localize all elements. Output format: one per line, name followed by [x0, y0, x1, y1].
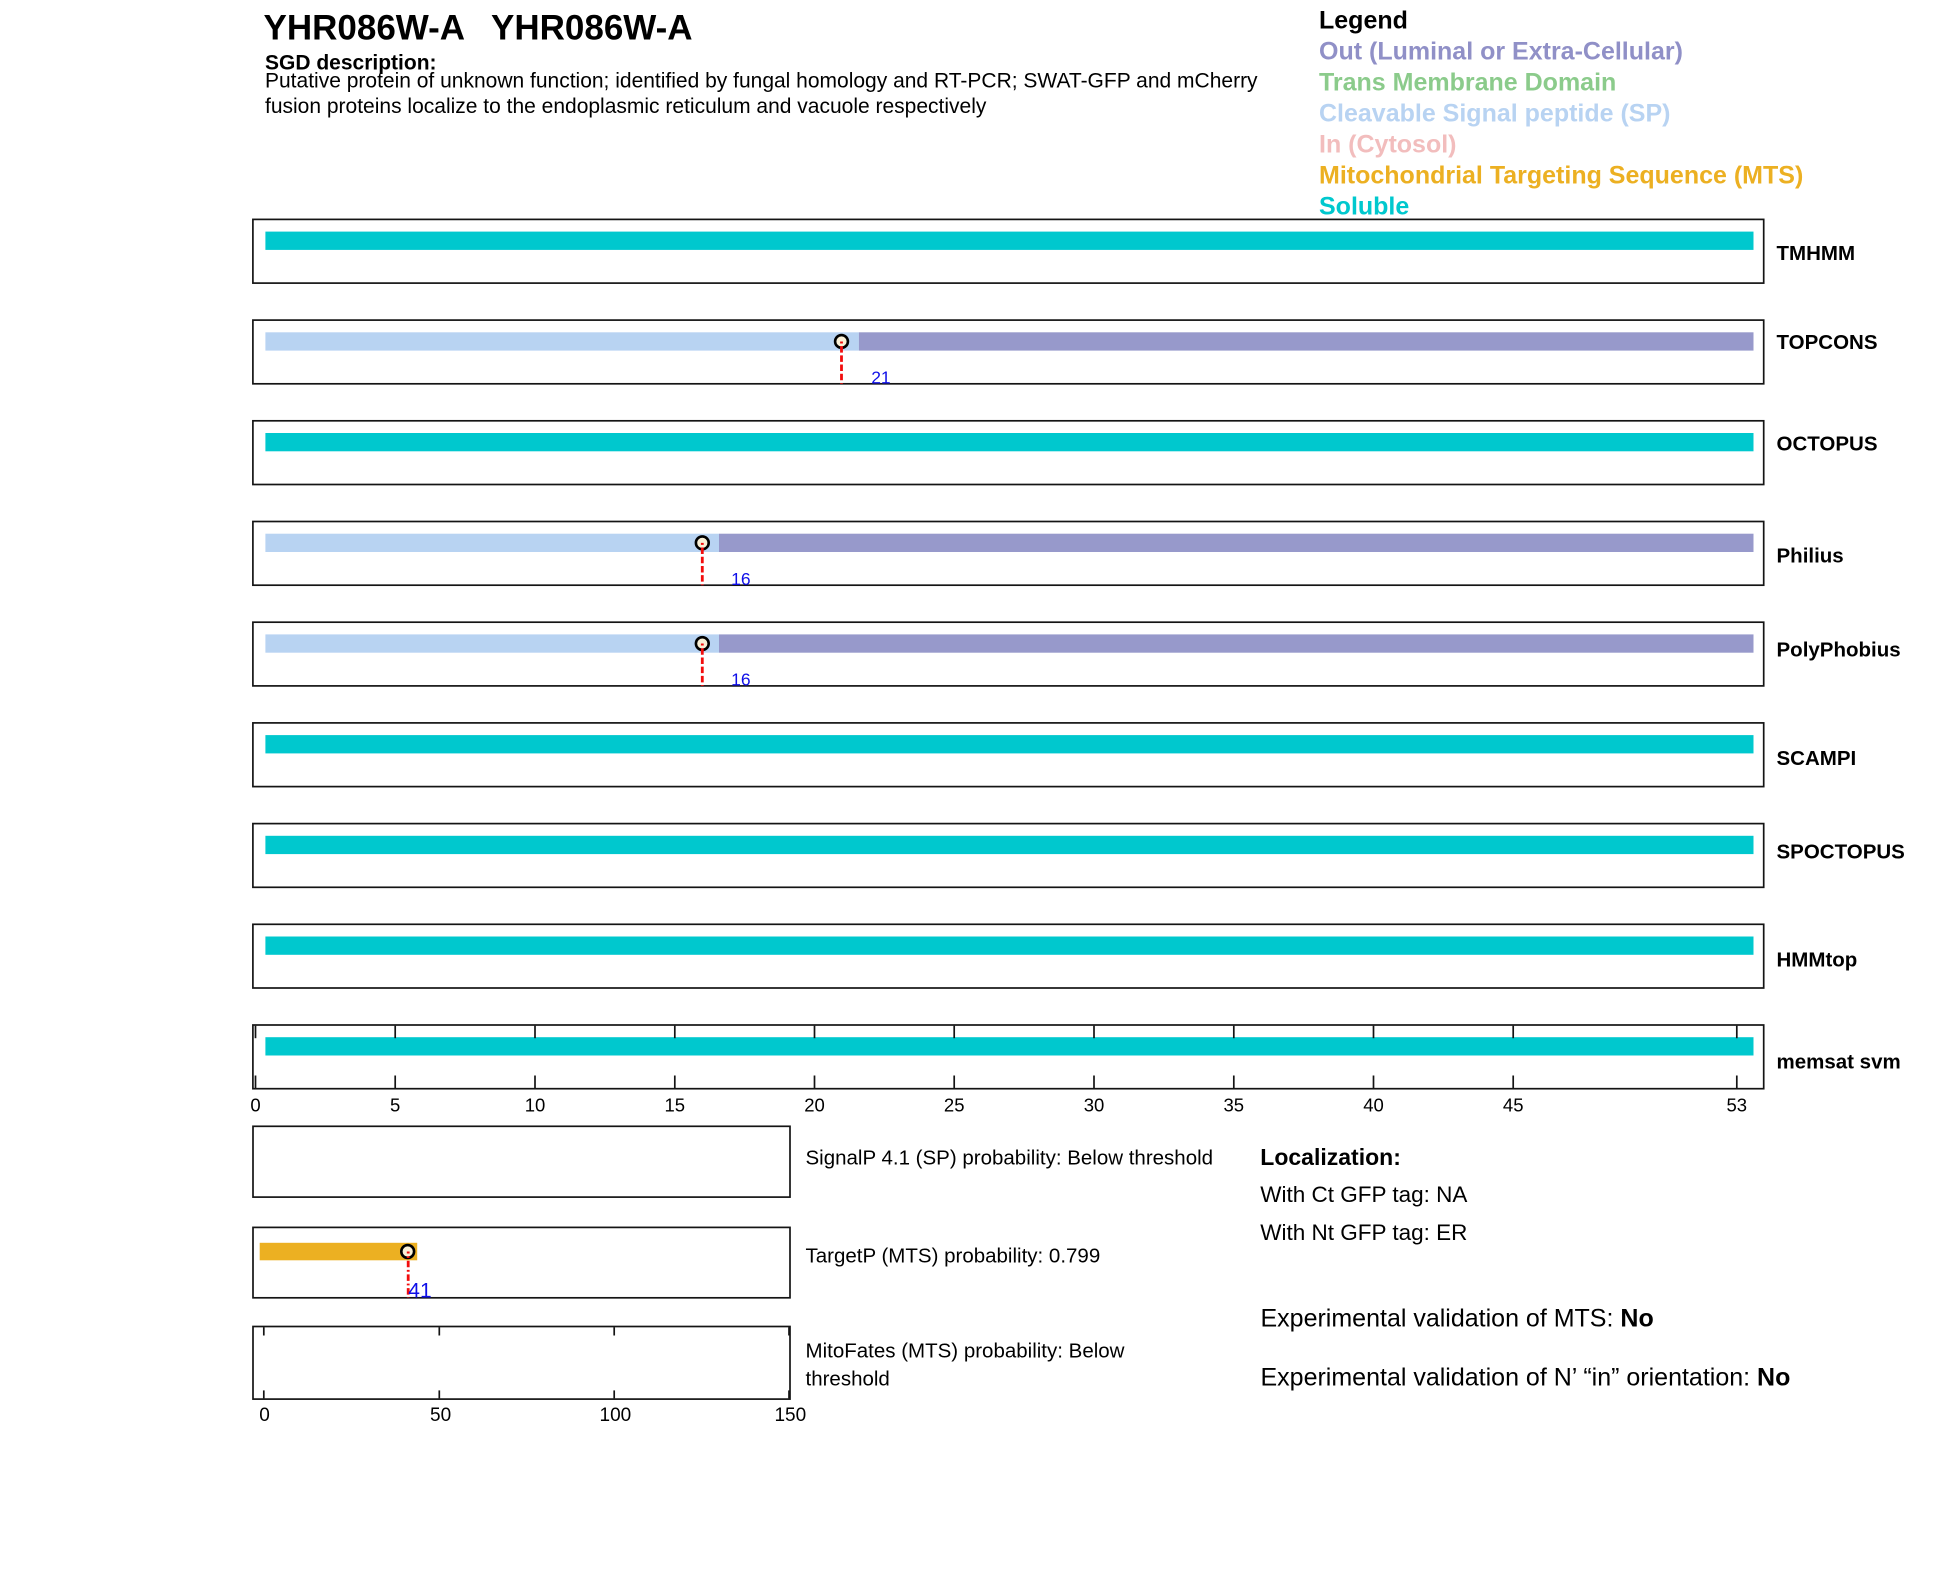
svg-text:50: 50 — [430, 1405, 451, 1426]
svg-text:TOPCONS: TOPCONS — [1777, 331, 1878, 354]
svg-text:21: 21 — [871, 367, 890, 387]
svg-text:memsat svm: memsat svm — [1777, 1051, 1901, 1074]
svg-text:30: 30 — [1084, 1095, 1105, 1116]
svg-text:TargetP (MTS) probability: 0.7: TargetP (MTS) probability: 0.799 — [806, 1245, 1101, 1268]
svg-text:SPOCTOPUS: SPOCTOPUS — [1777, 841, 1905, 864]
svg-text:Mitochondrial Targeting Sequen: Mitochondrial Targeting Sequence (MTS) — [1319, 161, 1803, 189]
svg-text:SignalP 4.1 (SP) probability:: SignalP 4.1 (SP) probability: Below thre… — [806, 1146, 1214, 1169]
svg-text:Cleavable Signal peptide (SP): Cleavable Signal peptide (SP) — [1319, 99, 1670, 127]
svg-text:Localization:: Localization: — [1260, 1144, 1401, 1170]
svg-text:threshold: threshold — [806, 1368, 890, 1391]
svg-text:Experimental validation of MTS: Experimental validation of MTS: No — [1261, 1305, 1654, 1333]
svg-text:53: 53 — [1727, 1095, 1748, 1116]
svg-text:TMHMM: TMHMM — [1777, 242, 1856, 265]
svg-text:With Ct GFP tag: NA: With Ct GFP tag: NA — [1260, 1182, 1467, 1207]
svg-text:Experimental validation of N’: Experimental validation of N’ “in” orien… — [1261, 1363, 1791, 1391]
svg-text:In (Cytosol): In (Cytosol) — [1319, 130, 1457, 158]
svg-text:5: 5 — [390, 1095, 400, 1116]
svg-text:16: 16 — [731, 569, 750, 589]
svg-text:YHR086W-A: YHR086W-A — [264, 9, 466, 48]
svg-text:YHR086W-A: YHR086W-A — [491, 9, 693, 48]
svg-text:16: 16 — [731, 670, 750, 690]
svg-text:25: 25 — [944, 1095, 965, 1116]
svg-text:Out (Luminal or Extra-Cellular: Out (Luminal or Extra-Cellular) — [1319, 38, 1683, 66]
svg-text:35: 35 — [1224, 1095, 1245, 1116]
svg-text:fusion proteins localize to th: fusion proteins localize to the endoplas… — [265, 95, 987, 118]
svg-text:Putative protein of unknown fu: Putative protein of unknown function; id… — [265, 70, 1258, 93]
svg-text:Legend: Legend — [1319, 7, 1408, 35]
svg-text:Soluble: Soluble — [1319, 192, 1409, 220]
svg-text:100: 100 — [600, 1405, 632, 1426]
svg-text:SCAMPI: SCAMPI — [1777, 747, 1857, 770]
svg-text:0: 0 — [259, 1405, 270, 1426]
svg-text:40: 40 — [1363, 1095, 1384, 1116]
svg-text:OCTOPUS: OCTOPUS — [1777, 433, 1878, 456]
svg-text:20: 20 — [804, 1095, 825, 1116]
svg-text:HMMtop: HMMtop — [1777, 948, 1858, 971]
svg-text:PolyPhobius: PolyPhobius — [1777, 639, 1901, 662]
svg-text:SGD description:: SGD description: — [265, 52, 437, 75]
svg-text:45: 45 — [1503, 1095, 1524, 1116]
svg-text:With Nt GFP tag: ER: With Nt GFP tag: ER — [1260, 1220, 1467, 1245]
svg-text:0: 0 — [250, 1095, 260, 1116]
svg-text:10: 10 — [525, 1095, 546, 1116]
svg-text:150: 150 — [774, 1405, 806, 1426]
svg-text:15: 15 — [665, 1095, 686, 1116]
svg-text:Trans Membrane Domain: Trans Membrane Domain — [1319, 68, 1616, 96]
svg-text:41: 41 — [408, 1280, 431, 1303]
svg-text:MitoFates (MTS) probability: B: MitoFates (MTS) probability: Below — [806, 1340, 1125, 1363]
svg-text:Philius: Philius — [1777, 544, 1844, 567]
